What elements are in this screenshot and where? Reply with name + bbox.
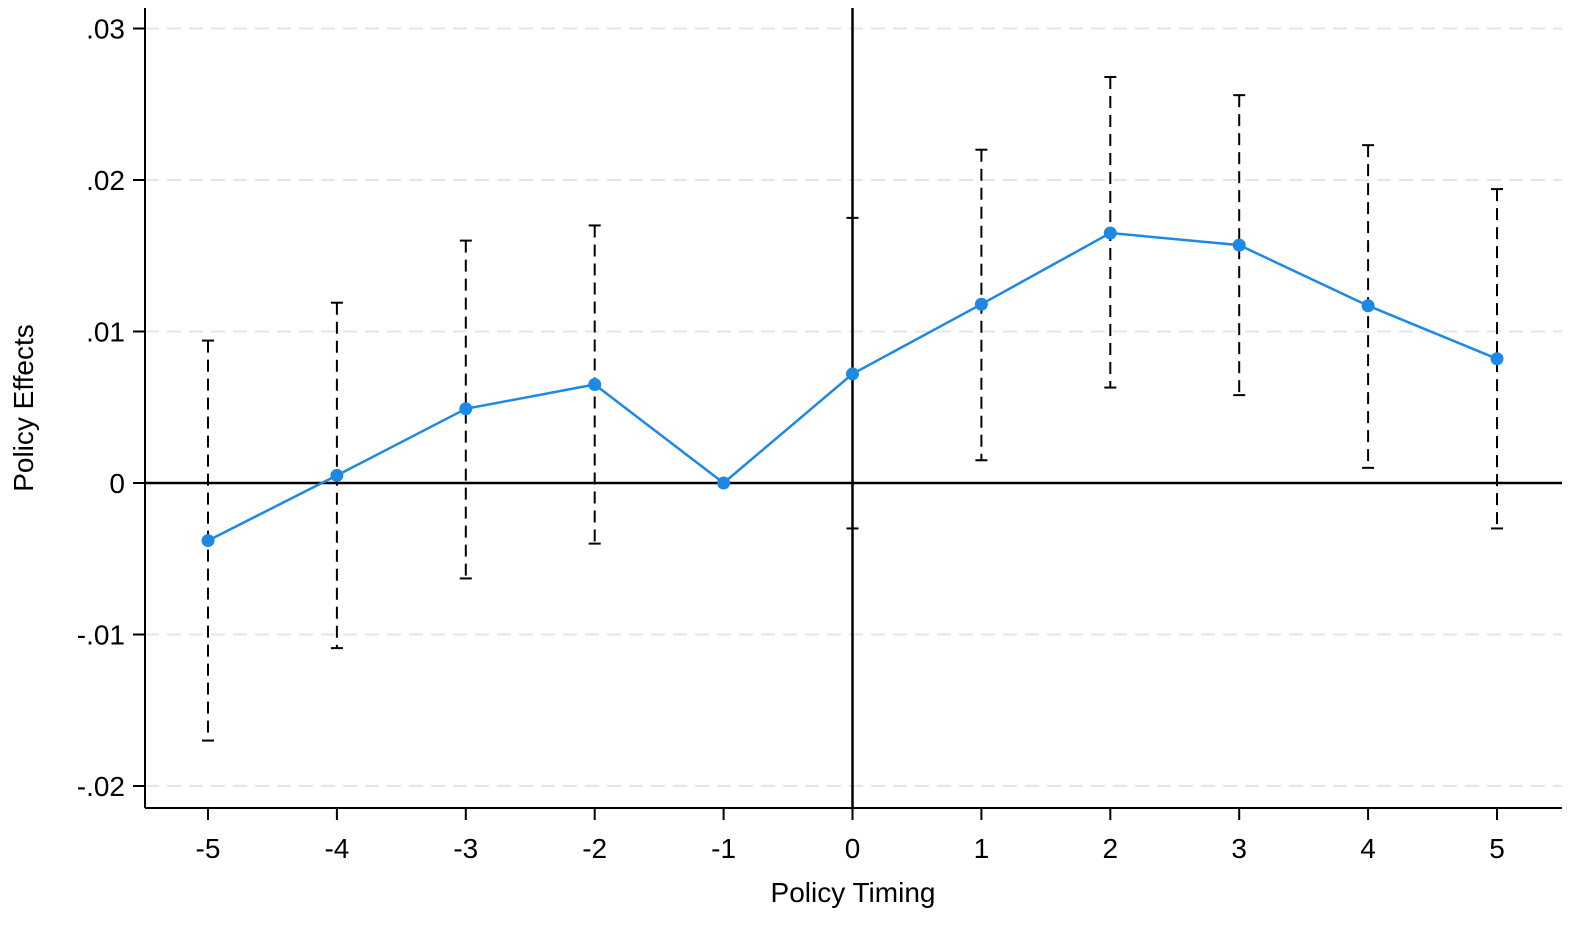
y-tick-label: 0	[109, 468, 125, 499]
x-tick-label: 5	[1489, 833, 1505, 864]
data-point	[1361, 299, 1375, 313]
x-tick-label: -2	[582, 833, 607, 864]
x-tick-label: -3	[453, 833, 478, 864]
x-tick-label: -5	[196, 833, 221, 864]
y-tick-label: .02	[86, 165, 125, 196]
x-tick-label: 1	[974, 833, 990, 864]
data-points	[201, 226, 1504, 548]
x-axis-title: Policy Timing	[771, 877, 936, 908]
data-point	[330, 468, 344, 482]
data-point	[846, 367, 859, 381]
y-axis-title: Policy Effects	[8, 324, 39, 492]
confidence-interval	[1491, 188, 1503, 530]
confidence-interval	[1233, 94, 1246, 397]
data-point	[588, 378, 602, 392]
confidence-interval	[459, 239, 472, 580]
x-tick-label: -1	[711, 833, 736, 864]
x-tick-label: 4	[1360, 833, 1376, 864]
x-tick-label: 2	[1103, 833, 1119, 864]
x-tick-label: 3	[1231, 833, 1247, 864]
data-point	[717, 476, 731, 490]
data-point	[974, 297, 988, 311]
x-tick-label: 0	[845, 833, 861, 864]
data-point	[1103, 226, 1117, 240]
data-point	[201, 534, 215, 548]
x-tick-label: -4	[324, 833, 349, 864]
x-tick-labels: -5 -4 -3 -2 -1 0 1 2 3 4 5	[196, 833, 1505, 864]
y-tick-label: -.01	[77, 620, 125, 651]
axes	[133, 8, 1562, 820]
y-tick-labels: -.02 -.01 0 .01 .02 .03	[77, 14, 125, 803]
data-point	[1490, 352, 1504, 366]
data-point	[1232, 238, 1246, 252]
y-tick-label: -.02	[77, 771, 125, 802]
data-point	[459, 402, 473, 416]
y-tick-label: .01	[86, 317, 125, 348]
y-tick-label: .03	[86, 14, 125, 45]
